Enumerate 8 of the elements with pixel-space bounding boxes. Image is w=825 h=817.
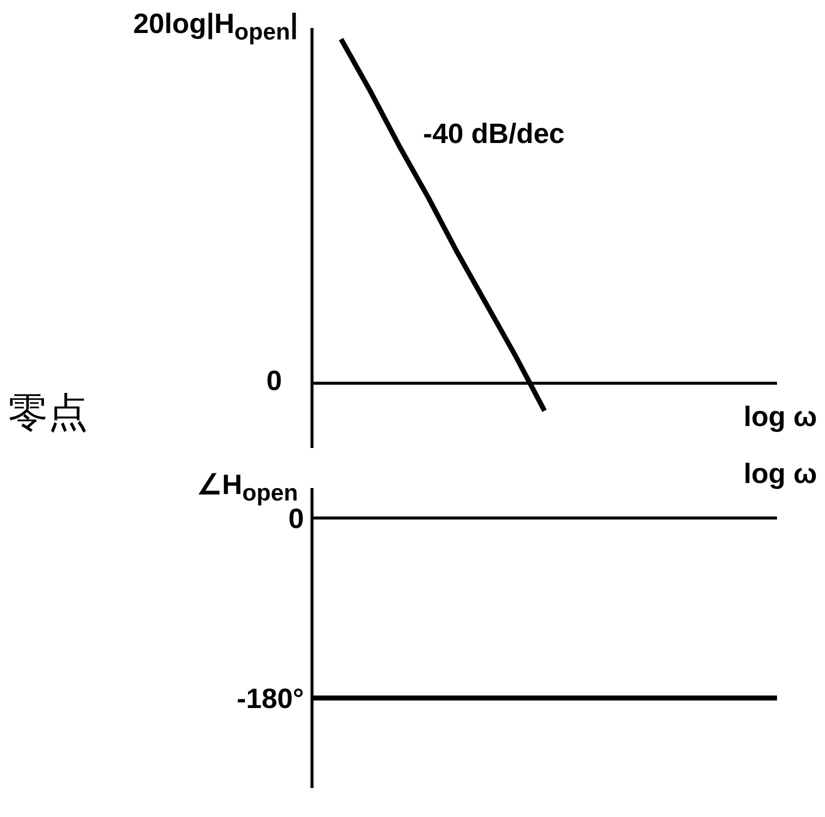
x-axis-title: log ω (744, 401, 817, 434)
annotation: -40 dB/dec (423, 118, 565, 150)
text: 零点 (8, 389, 88, 438)
y-axis-title: ∠H$_{open}$ (197, 469, 298, 506)
y-tick-label: -180° (236, 682, 304, 714)
y-axis-title: 20log|H$_{open}$| (133, 8, 298, 46)
text: 0 (266, 365, 282, 398)
x-axis-title: log ω (744, 458, 817, 490)
